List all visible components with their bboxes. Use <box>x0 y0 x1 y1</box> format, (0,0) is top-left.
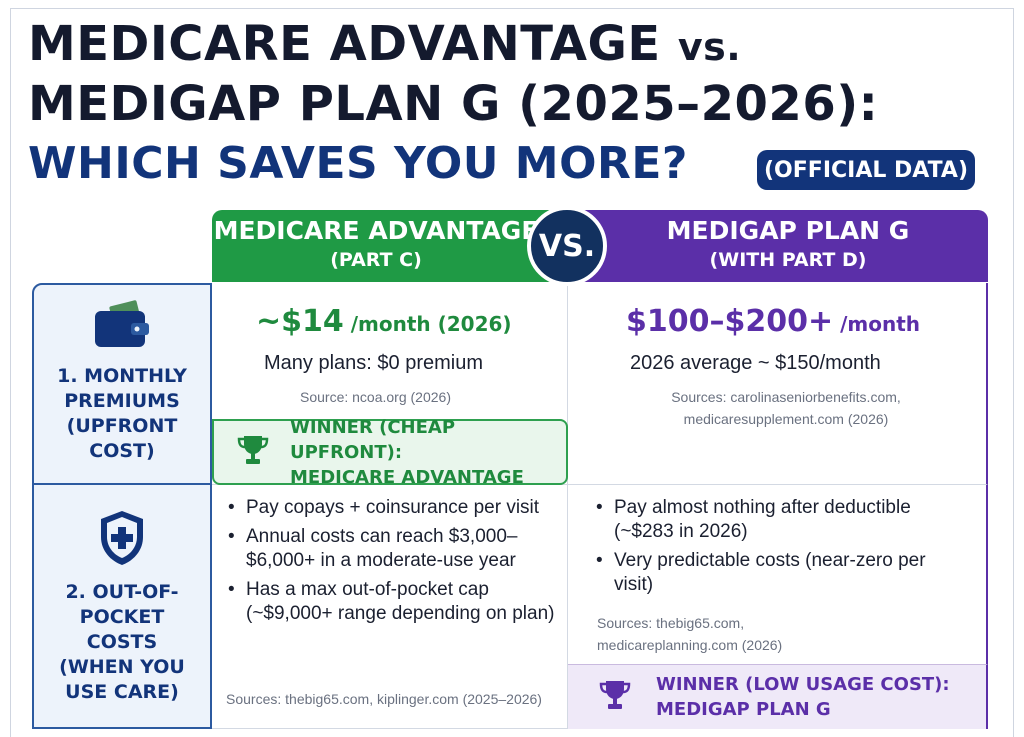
source-mg-premium: Sources: carolinaseniorbenefits.com, med… <box>626 386 946 430</box>
note-mg: 2026 average ~ $150/month <box>630 352 881 374</box>
source-line: medicareplanning.com (2026) <box>597 637 783 653</box>
row2-label-line: 2. OUT-OF-POCKET <box>65 581 179 628</box>
winner-line: MEDICARE ADVANTAGE <box>290 466 524 488</box>
source-ma-oop: Sources: thebig65.com, kiplinger.com (20… <box>226 691 542 707</box>
row-label-out-of-pocket: 2. OUT-OF-POCKET COSTS (WHEN YOU USE CAR… <box>32 485 212 729</box>
source-line: Sources: carolinaseniorbenefits.com, <box>671 389 901 405</box>
trophy-icon <box>236 434 270 471</box>
source-ma-premium: Source: ncoa.org (2026) <box>300 389 451 405</box>
source-mg-oop: Sources: thebig65.com, medicareplanning.… <box>597 612 782 656</box>
vs-circle: VS. <box>527 206 607 286</box>
official-data-badge: (OFFICIAL DATA) <box>757 150 975 190</box>
header-medigap-plan-g: MEDIGAP PLAN G (WITH PART D) <box>568 210 988 282</box>
title-vs: vs. <box>677 25 742 69</box>
winner-text-mg: WINNER (LOW USAGE COST): MEDIGAP PLAN G <box>656 672 950 722</box>
shield-plus-icon <box>97 509 147 572</box>
header-ma-name: MEDICARE ADVANTAGE <box>213 216 539 245</box>
header-ma-sub: (PART C) <box>330 249 422 271</box>
price-ma-value: ~$14 <box>256 304 344 339</box>
winner-banner-ma: WINNER (CHEAP UPFRONT): MEDICARE ADVANTA… <box>212 417 568 488</box>
title-line-1-main: MEDICARE ADVANTAGE <box>28 16 678 72</box>
list-item: Very predictable costs (near-zero per vi… <box>596 549 926 597</box>
winner-text-ma: WINNER (CHEAP UPFRONT): MEDICARE ADVANTA… <box>290 415 566 490</box>
winner-line: MEDIGAP PLAN G <box>656 699 831 720</box>
note-ma: Many plans: $0 premium <box>264 352 483 374</box>
row-label-text-2: 2. OUT-OF-POCKET COSTS (WHEN YOU USE CAR… <box>34 580 210 705</box>
wallet-icon <box>91 299 153 356</box>
row-label-monthly-premiums: 1. MONTHLY PREMIUMS (UPFRONT COST) <box>32 283 212 485</box>
title-line-2: MEDIGAP PLAN G (2025–2026): <box>28 76 879 132</box>
row-label-text-1: 1. MONTHLY PREMIUMS (UPFRONT COST) <box>34 364 210 464</box>
price-ma-suffix: /month (2026) <box>343 312 512 336</box>
header-medicare-advantage: MEDICARE ADVANTAGE (PART C) <box>212 210 568 282</box>
cell-oop-ma <box>212 485 568 729</box>
header-mg-sub: (WITH PART D) <box>709 249 867 271</box>
row2-label-line: USE CARE) <box>65 681 179 703</box>
list-item: Annual costs can reach $3,000–$6,000+ in… <box>228 525 558 573</box>
bullets-oop-ma: Pay copays + coinsurance per visit Annua… <box>228 496 558 631</box>
winner-banner-mg: WINNER (LOW USAGE COST): MEDIGAP PLAN G <box>568 664 988 729</box>
trophy-icon <box>598 679 632 716</box>
row2-label-line: (WHEN YOU <box>59 656 185 678</box>
winner-line: WINNER (LOW USAGE COST): <box>656 674 950 695</box>
winner-line: WINNER (CHEAP UPFRONT): <box>290 416 456 463</box>
row1-label-line: (UPFRONT COST) <box>66 415 178 462</box>
row1-label-line: PREMIUMS <box>64 390 180 412</box>
price-mg-suffix: /month <box>833 312 921 336</box>
title-line-3: WHICH SAVES YOU MORE? <box>28 138 688 189</box>
header-mg-name: MEDIGAP PLAN G <box>666 216 910 245</box>
title-line-1: MEDICARE ADVANTAGE vs. <box>28 16 741 72</box>
price-mg-value: $100–$200+ <box>626 304 834 339</box>
row1-label-line: 1. MONTHLY <box>57 365 187 387</box>
list-item: Pay copays + coinsurance per visit <box>228 496 558 520</box>
list-item: Pay almost nothing after deductible (~$2… <box>596 496 926 544</box>
price-mg: $100–$200+ /month <box>626 304 920 339</box>
list-item: Has a max out-of-pocket cap (~$9,000+ ra… <box>228 578 558 626</box>
source-line: Sources: thebig65.com, <box>597 615 745 631</box>
row2-label-line: COSTS <box>86 631 158 653</box>
price-ma: ~$14 /month (2026) <box>256 304 512 339</box>
source-line: medicaresupplement.com (2026) <box>683 411 889 427</box>
bullets-oop-mg: Pay almost nothing after deductible (~$2… <box>596 496 926 602</box>
cell-premium-mg <box>568 283 988 485</box>
